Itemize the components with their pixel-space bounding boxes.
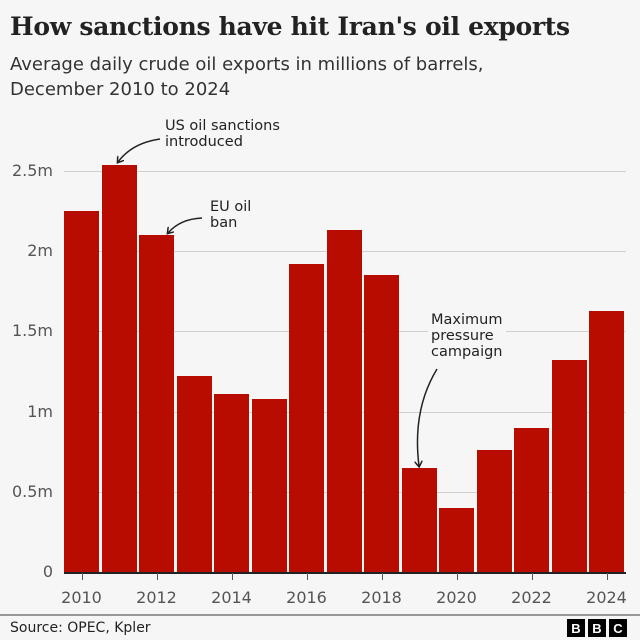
eu-ban-arrow-icon [168, 217, 203, 233]
max-pressure-arrow-icon [417, 368, 438, 466]
x-tick [232, 573, 233, 580]
chart-title: How sanctions have hit Iran's oil export… [10, 12, 570, 41]
bar-2020 [439, 507, 474, 572]
us-sanctions-arrow-icon [118, 138, 161, 162]
x-tick-label: 2022 [511, 588, 552, 607]
annotation-eu-ban: EU oil ban [207, 199, 255, 231]
subtitle-line-1: Average daily crude oil exports in milli… [10, 54, 484, 75]
bar-2017 [326, 230, 362, 572]
x-tick-label: 2014 [211, 588, 252, 607]
bar-2011 [101, 164, 137, 572]
annotation-us-sanctions: US oil sanctions introduced [162, 118, 283, 150]
bar-2022 [514, 427, 549, 572]
bar-2010 [64, 211, 99, 572]
x-tick [532, 573, 533, 580]
x-tick-label: 2024 [586, 588, 627, 607]
bbc-logo-block: B [567, 619, 585, 637]
x-tick-label: 2010 [61, 588, 102, 607]
bar-2015 [251, 398, 287, 572]
bar-2021 [476, 450, 512, 572]
y-tick-label: 1.5m [11, 321, 53, 340]
footer-divider [0, 614, 640, 616]
bbc-logo: B B C [567, 619, 627, 637]
x-tick [307, 573, 308, 580]
chart-subtitle: Average daily crude oil exports in milli… [10, 52, 610, 102]
annotation-max-pressure: Maximum pressure campaign [428, 312, 506, 360]
x-tick [382, 573, 383, 580]
bar-2024 [589, 310, 624, 572]
bar-2012 [139, 235, 174, 572]
subtitle-line-2: December 2010 to 2024 [10, 79, 231, 100]
y-tick-label: 0.5m [11, 482, 53, 501]
x-tick-label: 2016 [286, 588, 327, 607]
y-tick-label: 2.5m [11, 161, 53, 180]
x-tick [157, 573, 158, 580]
bar-2014 [214, 393, 249, 572]
y-tick-label: 2m [27, 241, 53, 260]
x-tick-label: 2012 [136, 588, 177, 607]
bar-2018 [364, 275, 399, 572]
x-tick [82, 573, 83, 580]
x-axis-line [64, 572, 626, 574]
x-tick-label: 2018 [361, 588, 402, 607]
y-tick-label: 0 [42, 562, 53, 581]
x-tick [607, 573, 608, 580]
x-tick [457, 573, 458, 580]
bbc-logo-block: B [588, 619, 606, 637]
gridline [64, 171, 626, 172]
bar-2016 [289, 264, 324, 572]
bbc-logo-block: C [609, 619, 627, 637]
source-note: Source: OPEC, Kpler [10, 620, 151, 636]
x-tick-label: 2020 [436, 588, 477, 607]
bar-2013 [176, 376, 212, 572]
bar-2023 [551, 360, 587, 572]
y-tick-label: 1m [27, 402, 53, 421]
bar-2019 [401, 467, 437, 572]
